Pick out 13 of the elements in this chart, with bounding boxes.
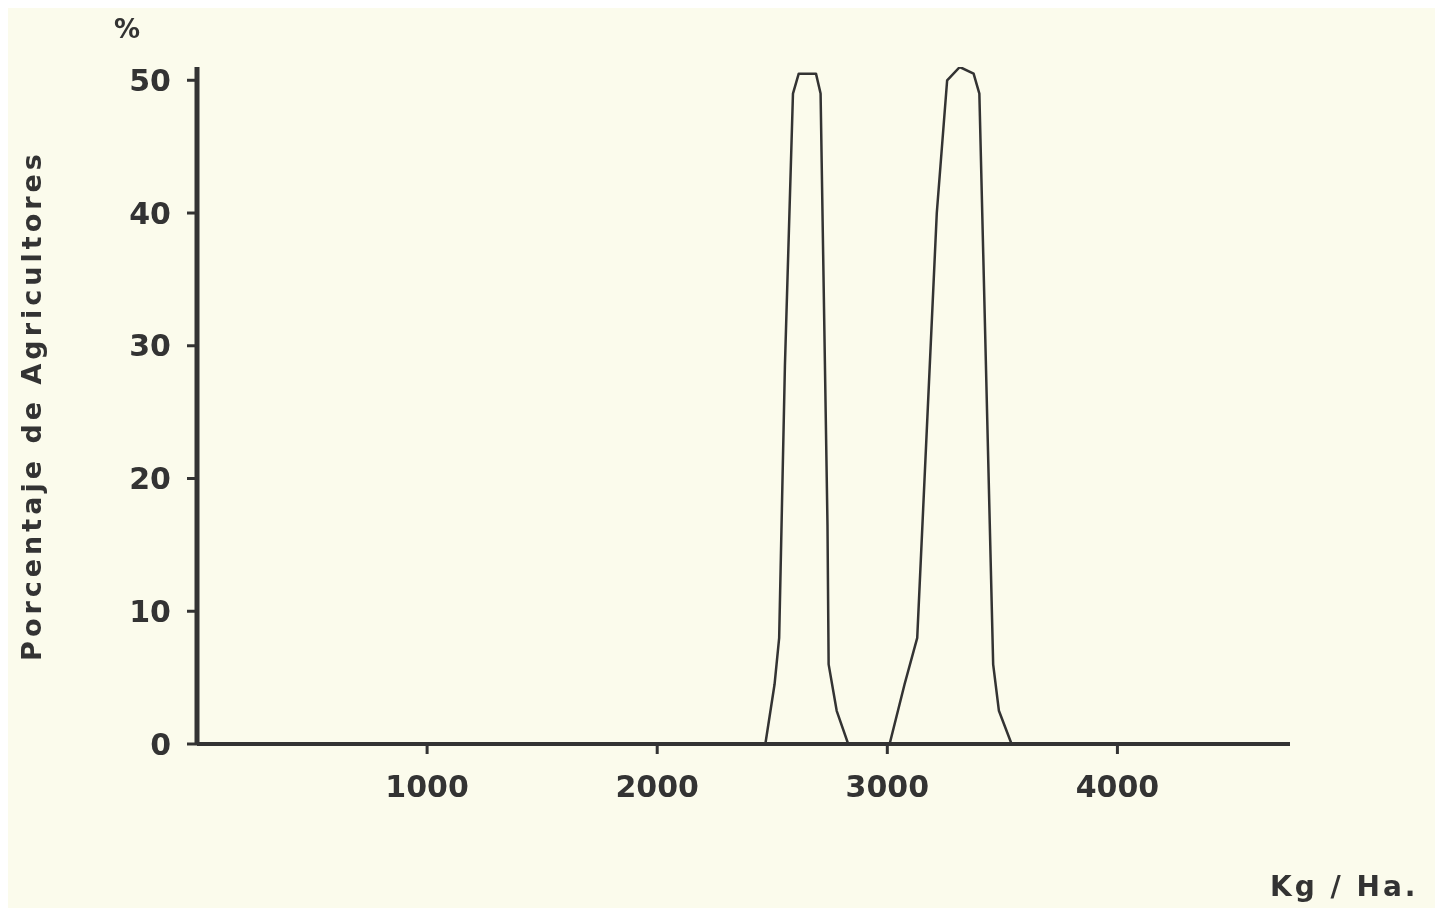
y-tick-label: 20 [129, 461, 171, 497]
y-tick-label: 40 [129, 195, 171, 231]
y-tick-label: 30 [129, 328, 171, 364]
x-tick-label: 2000 [615, 769, 699, 805]
y-tick-label: 50 [129, 62, 171, 98]
x-tick-label: 3000 [845, 769, 930, 805]
y-axis-title: Porcentaje de Agricultores [15, 150, 47, 661]
y-tick-label: 0 [150, 726, 171, 762]
x-tick-label: 4000 [1075, 769, 1160, 805]
x-tick-label: 1000 [385, 769, 469, 805]
x-axis-title: Kg / Ha. [1270, 870, 1419, 903]
y-tick-label: 10 [129, 593, 171, 629]
text: % [114, 14, 141, 44]
